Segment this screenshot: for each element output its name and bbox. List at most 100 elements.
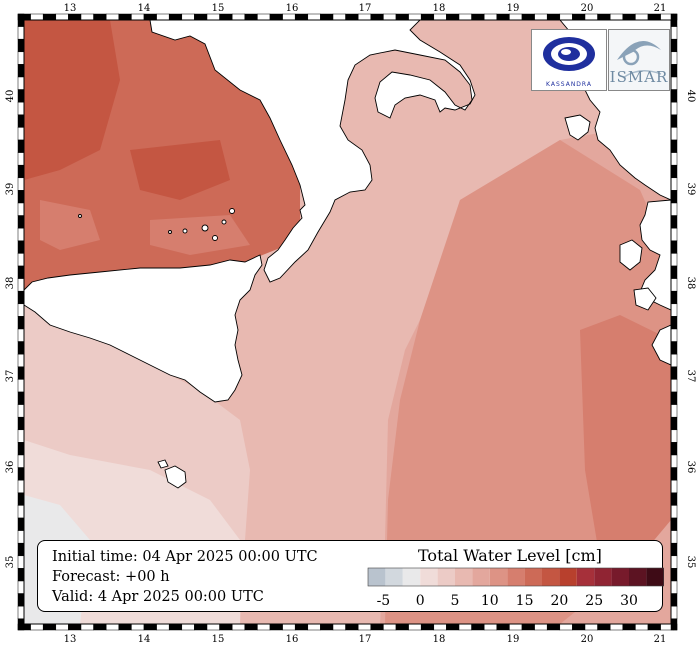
lon-tick-label-top: 17 — [359, 3, 372, 14]
frame-segment — [17, 152, 25, 166]
lon-tick-label-bottom: 14 — [138, 634, 151, 645]
lon-tick-label-top: 18 — [433, 3, 446, 14]
colorbar-swatch — [472, 568, 490, 586]
frame-segment — [17, 379, 25, 393]
frame-segment — [670, 215, 678, 229]
frame-segment — [521, 623, 535, 631]
frame-segment — [609, 623, 624, 631]
frame-segment — [17, 517, 25, 531]
frame-segment — [105, 13, 120, 21]
frame-segment — [17, 278, 25, 292]
frame-segment — [244, 623, 258, 631]
lon-tick-label-top: 13 — [64, 3, 77, 14]
colorbar-tick-label: 15 — [516, 593, 534, 609]
frame-segment — [181, 13, 195, 21]
frame-segment — [357, 623, 372, 631]
colorbar-tick-label: -5 — [377, 593, 391, 609]
frame-segment — [572, 13, 586, 21]
frame-segment — [670, 492, 678, 506]
frame-segment — [294, 623, 309, 631]
frame-segment — [534, 623, 548, 631]
forecast-text: Forecast: +00 h — [52, 569, 170, 585]
ismar-logo-icon — [609, 30, 669, 90]
lat-tick-label-left: 35 — [5, 556, 16, 569]
kassandra-logo-icon — [543, 37, 595, 71]
frame-segment — [572, 623, 586, 631]
map-frame — [17, 13, 678, 631]
frame-segment — [420, 623, 435, 631]
ismar-logo: ISMAR — [608, 29, 670, 91]
frame-segment — [670, 240, 678, 254]
frame-segment — [17, 215, 25, 229]
frame-segment — [483, 13, 498, 21]
kassandra-logo-text: KASSANDRA — [546, 81, 592, 88]
frame-segment — [219, 13, 233, 21]
frame-segment — [17, 404, 25, 418]
frame-segment — [156, 623, 170, 631]
frame-segment — [670, 76, 678, 90]
frame-segment — [408, 623, 422, 631]
frame-segment — [17, 101, 25, 116]
frame-segment — [17, 479, 25, 494]
frame-segment — [670, 379, 678, 393]
lat-tick-label-left: 37 — [5, 370, 16, 383]
frame-segment — [670, 353, 678, 368]
frame-segment — [559, 13, 573, 21]
lat-tick-label-right: 39 — [685, 183, 696, 196]
frame-segment — [30, 623, 44, 631]
frame-segment — [647, 13, 661, 21]
lat-tick-label-left: 39 — [5, 183, 16, 196]
lon-tick-label-bottom: 16 — [286, 634, 299, 645]
frame-segment — [534, 13, 548, 21]
frame-segment — [17, 227, 25, 242]
frame-segment — [194, 623, 208, 631]
frame-segment — [55, 13, 69, 21]
peloponnese — [651, 324, 671, 366]
frame-segment — [269, 13, 283, 21]
frame-segment — [143, 623, 157, 631]
frame-segment — [294, 13, 309, 21]
frame-segment — [521, 13, 535, 21]
frame-segment — [244, 13, 258, 21]
lon-tick-label-bottom: 19 — [507, 634, 520, 645]
frame-segment — [320, 623, 334, 631]
gozo — [157, 459, 169, 469]
frame-segment — [231, 13, 246, 21]
frame-segment — [17, 366, 25, 380]
frame-segment — [559, 623, 573, 631]
frame-segment — [483, 623, 498, 631]
frame-segment — [546, 13, 561, 21]
frame-segment — [383, 623, 397, 631]
frame-segment — [68, 623, 82, 631]
frame-segment — [17, 416, 25, 431]
sicily — [24, 254, 263, 403]
frame-segment — [670, 127, 678, 141]
colorbar: -5 0 5 10 15 20 25 30 — [367, 567, 664, 609]
lon-tick-label-bottom: 18 — [433, 634, 446, 645]
frame-segment — [118, 13, 132, 21]
frame-segment — [597, 623, 611, 631]
frame-segment — [446, 623, 460, 631]
lat-tick-label-left: 38 — [5, 277, 16, 290]
frame-segment — [17, 442, 25, 456]
frame-segment — [670, 505, 678, 519]
frame-segment — [670, 278, 678, 292]
frame-segment — [670, 13, 678, 27]
frame-segment — [670, 366, 678, 380]
frame-segment — [17, 568, 25, 582]
frame-segment — [597, 13, 611, 21]
frame-segment — [670, 38, 678, 53]
lat-tick-label-right: 36 — [685, 461, 696, 474]
frame-segment — [17, 51, 25, 65]
lon-tick-label-top: 19 — [507, 3, 520, 14]
frame-segment — [670, 101, 678, 116]
colorbar-tick-label: 0 — [416, 593, 425, 609]
lon-tick-label-top: 21 — [654, 3, 667, 14]
lat-tick-label-right: 38 — [685, 277, 696, 290]
colorbar-swatch — [576, 568, 595, 586]
frame-segment — [509, 13, 523, 21]
frame-segment — [509, 623, 523, 631]
frame-segment — [670, 391, 678, 405]
frame-segment — [458, 13, 472, 21]
frame-segment — [257, 13, 271, 21]
